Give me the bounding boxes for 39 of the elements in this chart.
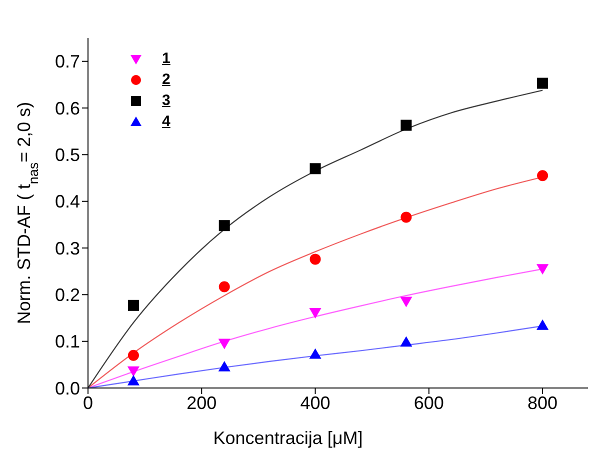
x-tick-label: 600 xyxy=(414,392,444,413)
y-tick-label: 0.2 xyxy=(54,285,80,306)
x-tick-label: 0 xyxy=(82,392,94,413)
point xyxy=(536,319,549,330)
y-tick-label: 0.7 xyxy=(54,52,80,72)
y-tick-label: 0.3 xyxy=(54,238,80,258)
point xyxy=(128,300,139,311)
point xyxy=(218,360,230,372)
point xyxy=(218,220,230,232)
point xyxy=(218,281,230,292)
legend-label: 3 xyxy=(162,92,170,109)
point xyxy=(400,212,412,223)
point xyxy=(400,336,412,347)
point xyxy=(536,264,549,275)
point xyxy=(218,338,230,350)
x-tick-label: 200 xyxy=(186,392,217,413)
point xyxy=(537,170,548,182)
x-axis-title: Koncentracija [μM] xyxy=(213,428,363,448)
point xyxy=(127,374,140,386)
point xyxy=(310,163,321,174)
x-tick-label: 400 xyxy=(300,392,330,413)
point xyxy=(537,78,548,89)
point xyxy=(400,120,412,131)
y-tick-label: 0.1 xyxy=(54,332,80,352)
point xyxy=(309,308,322,318)
point xyxy=(400,296,412,308)
y-tick-label: 0.5 xyxy=(54,145,80,166)
point xyxy=(127,366,140,377)
point xyxy=(128,350,139,361)
line-series xyxy=(88,90,544,388)
legend-label: 2 xyxy=(162,71,170,88)
x-tick-label: 800 xyxy=(528,392,558,413)
point xyxy=(309,348,322,359)
y-tick-label: 0.0 xyxy=(54,378,80,398)
legend-label: 4 xyxy=(162,113,170,130)
y-tick-label: 0.6 xyxy=(54,98,80,118)
legend-label: 1 xyxy=(162,50,170,67)
point xyxy=(310,254,321,265)
y-tick-label: 0.4 xyxy=(54,192,80,212)
